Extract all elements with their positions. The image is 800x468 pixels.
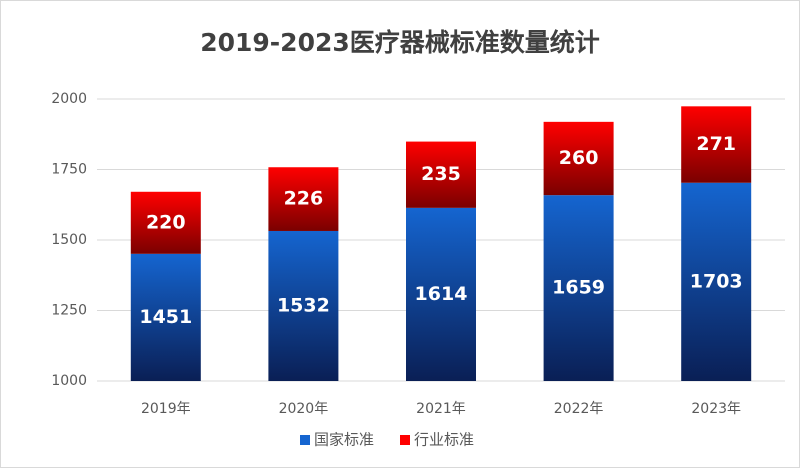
bar-segment bbox=[543, 195, 614, 381]
x-tick-label: 2021年 bbox=[416, 401, 466, 417]
value-label: 1532 bbox=[277, 294, 330, 316]
bar-segment bbox=[130, 253, 201, 381]
value-label: 235 bbox=[421, 163, 461, 185]
bar-segment bbox=[406, 207, 476, 381]
legend-swatch bbox=[300, 435, 310, 445]
bar-segment bbox=[130, 191, 201, 254]
bar-segment bbox=[406, 141, 476, 208]
legend-swatch bbox=[400, 435, 410, 445]
value-label: 260 bbox=[559, 147, 599, 169]
legend-label: 国家标准 bbox=[314, 431, 374, 449]
x-tick-label: 2022年 bbox=[554, 401, 604, 417]
bar-segment bbox=[681, 106, 752, 183]
value-label: 271 bbox=[696, 133, 736, 155]
x-tick-label: 2023年 bbox=[691, 401, 741, 417]
bar-segment bbox=[681, 182, 752, 381]
y-tick-label: 1250 bbox=[51, 303, 87, 319]
x-tick-label: 2019年 bbox=[141, 401, 191, 417]
bar-segment bbox=[543, 121, 614, 196]
legend-label: 行业标准 bbox=[414, 431, 474, 449]
value-label: 226 bbox=[284, 188, 324, 210]
chart-title: 2019-2023医疗器械标准数量统计 bbox=[200, 28, 600, 57]
value-label: 1703 bbox=[690, 270, 743, 292]
bar-segment bbox=[268, 167, 339, 231]
value-label: 1614 bbox=[415, 283, 468, 305]
y-tick-label: 1750 bbox=[51, 162, 87, 178]
y-tick-label: 1500 bbox=[51, 232, 87, 248]
value-label: 1451 bbox=[139, 306, 192, 328]
bar-segment bbox=[268, 230, 339, 381]
y-tick-label: 1000 bbox=[51, 373, 87, 389]
x-tick-label: 2020年 bbox=[279, 401, 329, 417]
value-label: 220 bbox=[146, 211, 186, 233]
y-tick-label: 2000 bbox=[51, 91, 87, 107]
value-label: 1659 bbox=[552, 277, 605, 299]
